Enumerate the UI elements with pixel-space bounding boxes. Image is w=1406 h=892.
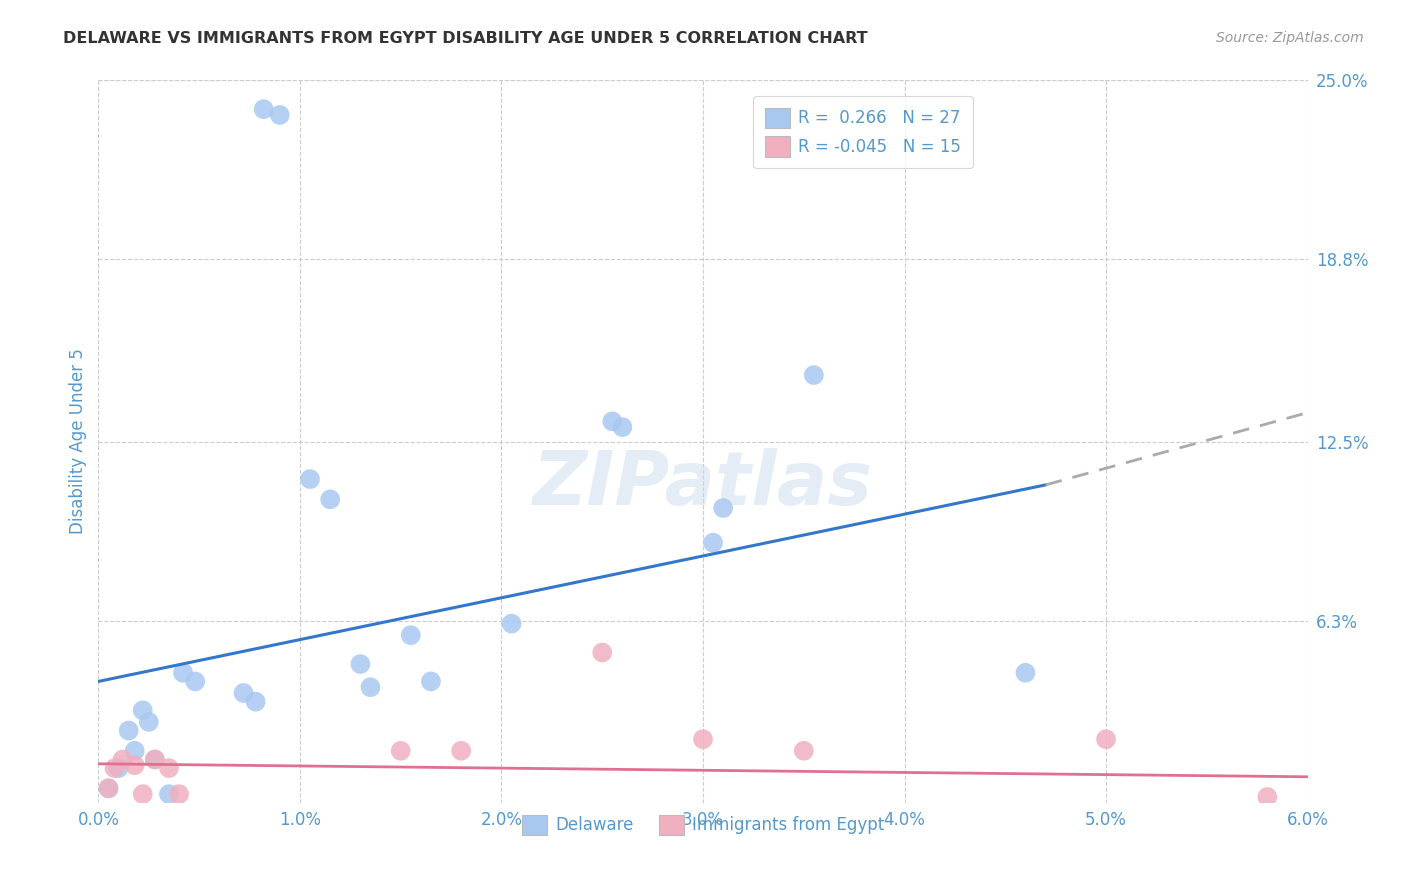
Point — [319, 492, 342, 507]
Point — [143, 752, 166, 766]
Point — [612, 420, 634, 434]
Point — [143, 752, 166, 766]
Point — [420, 674, 443, 689]
Point — [1256, 790, 1278, 805]
Point — [118, 723, 141, 738]
Point — [360, 680, 382, 694]
Point — [97, 781, 120, 796]
Text: ZIPatlas: ZIPatlas — [533, 449, 873, 522]
Point — [793, 744, 815, 758]
Point — [803, 368, 825, 382]
Point — [157, 787, 180, 801]
Point — [702, 535, 724, 549]
Point — [450, 744, 472, 758]
Point — [132, 787, 155, 801]
Point — [167, 787, 190, 801]
Point — [111, 752, 134, 766]
Point — [501, 616, 523, 631]
Point — [124, 758, 146, 772]
Point — [1014, 665, 1036, 680]
Point — [124, 744, 146, 758]
Point — [1095, 732, 1118, 747]
Point — [172, 665, 194, 680]
Point — [103, 761, 125, 775]
Point — [692, 732, 714, 747]
Point — [232, 686, 254, 700]
Text: Source: ZipAtlas.com: Source: ZipAtlas.com — [1216, 31, 1364, 45]
Point — [399, 628, 422, 642]
Y-axis label: Disability Age Under 5: Disability Age Under 5 — [69, 349, 87, 534]
Point — [138, 714, 160, 729]
Point — [97, 781, 120, 796]
Text: DELAWARE VS IMMIGRANTS FROM EGYPT DISABILITY AGE UNDER 5 CORRELATION CHART: DELAWARE VS IMMIGRANTS FROM EGYPT DISABI… — [63, 31, 868, 46]
Point — [269, 108, 291, 122]
Point — [245, 695, 267, 709]
Point — [349, 657, 371, 671]
Point — [389, 744, 412, 758]
Point — [132, 703, 155, 717]
Point — [602, 414, 624, 428]
Point — [711, 501, 734, 516]
Point — [299, 472, 322, 486]
Point — [157, 761, 180, 775]
Point — [107, 761, 129, 775]
Point — [591, 646, 613, 660]
Legend: Delaware, Immigrants from Egypt: Delaware, Immigrants from Egypt — [512, 805, 894, 845]
Point — [253, 102, 276, 116]
Point — [184, 674, 207, 689]
